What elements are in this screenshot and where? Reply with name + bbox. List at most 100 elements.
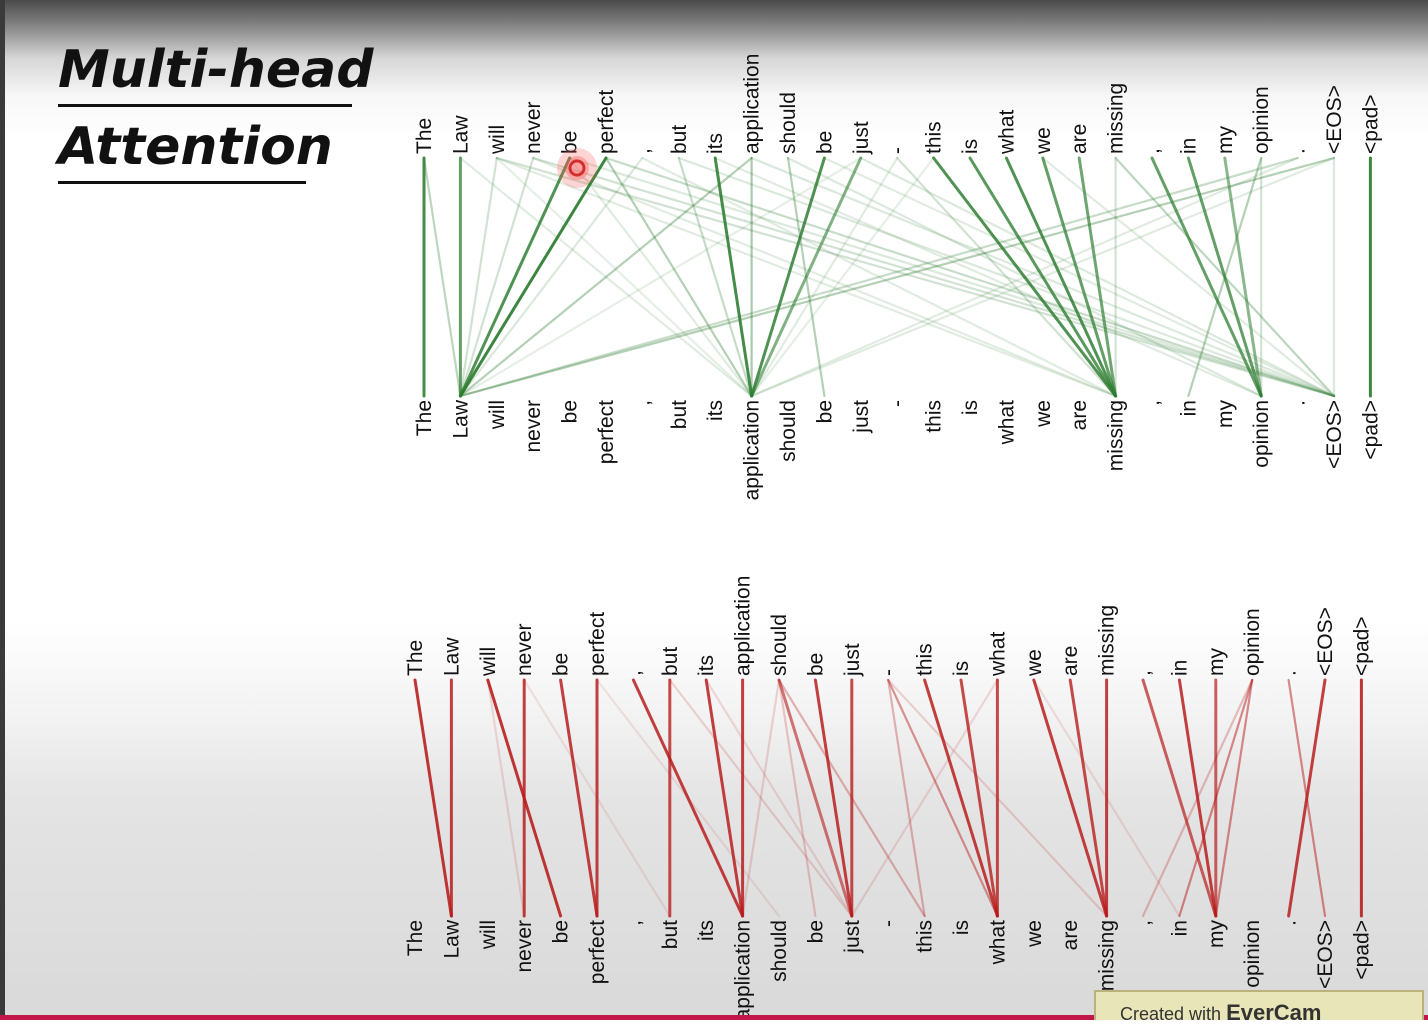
token-label-bottom: we (1032, 400, 1055, 428)
token-label-top: is (950, 661, 973, 676)
token-label-bottom: my (1214, 400, 1237, 428)
head-green-edge (750, 156, 1299, 398)
head-red-edge (1141, 678, 1254, 918)
head-red-edge (595, 678, 781, 918)
head-green-edge (750, 156, 899, 398)
head-red-edge (777, 678, 817, 918)
token-label-top: opinion (1250, 86, 1273, 154)
head-green-edge (1150, 156, 1263, 398)
token-label-top: <pad> (1350, 616, 1373, 676)
token-label-top: <EOS> (1323, 85, 1346, 154)
head-red-edge (704, 678, 745, 918)
token-label-bottom: opinion (1250, 400, 1273, 468)
token-label-bottom: The (404, 920, 427, 956)
token-label-bottom: its (704, 400, 727, 421)
attention-head-green: The Law will never be perfect, but its applicati… (413, 54, 1382, 501)
token-label-top: but (668, 125, 691, 154)
token-label-bottom: Law (449, 399, 472, 438)
token-label-bottom: never (522, 400, 545, 453)
token-label-top: just (841, 643, 864, 677)
token-label-bottom: perfect (595, 400, 618, 464)
token-label-bottom: its (695, 920, 718, 941)
token-label-top: . (1287, 148, 1310, 154)
head-red-edge (1177, 678, 1218, 918)
head-red-edge (887, 678, 999, 918)
token-label-top: are (1059, 646, 1082, 676)
token-label-bottom: <pad> (1359, 400, 1382, 460)
head-red-edge (1032, 678, 1109, 918)
head-red-edge (850, 678, 999, 918)
head-green-edge (1187, 156, 1263, 398)
token-label-bottom: be (550, 920, 573, 943)
token-label-bottom: this (914, 920, 937, 953)
head-green-edge (459, 156, 1299, 398)
head-green-edge (495, 156, 1336, 398)
head-green-edge (750, 156, 1336, 398)
token-label-top: The (404, 640, 427, 676)
token-label-top: is (959, 139, 982, 154)
screen-bottom-bar (0, 1015, 1428, 1020)
token-label-top: its (695, 655, 718, 676)
token-label-top: will (477, 647, 500, 677)
token-label-bottom: will (477, 920, 500, 950)
head-green-edge (1041, 156, 1336, 398)
token-label-bottom: in (1168, 920, 1191, 936)
head-green-edge (459, 156, 753, 398)
token-label-top: be (559, 131, 582, 154)
head-green-edge (459, 156, 753, 398)
head-green-edge (532, 156, 1117, 398)
token-label-bottom: , (1141, 400, 1164, 406)
token-label-top: we (1032, 127, 1055, 155)
head-green-edge (1077, 156, 1118, 398)
head-green-edge (750, 156, 1336, 398)
token-label-bottom: - (877, 920, 900, 927)
token-label-bottom: - (886, 400, 909, 407)
head-green-edge (459, 156, 498, 398)
token-label-top: Law (440, 637, 463, 676)
token-label-top: my (1205, 648, 1228, 676)
head-green-edge (1223, 156, 1263, 398)
head-red-edge (1032, 678, 1181, 918)
token-label-top: never (522, 101, 545, 154)
token-label-bottom: is (950, 920, 973, 935)
head-red-edge (959, 678, 999, 918)
token-label-bottom: , (622, 920, 645, 926)
token-label-top: - (886, 147, 909, 154)
head-red-edge (777, 678, 854, 918)
token-label-top: , (622, 670, 645, 676)
head-green-edge (823, 156, 1336, 398)
token-label-top: never (513, 623, 536, 676)
token-label-top: should (777, 92, 800, 154)
head-green-edge (458, 156, 572, 398)
head-green-edge (495, 156, 1117, 398)
title-underline-2 (58, 181, 306, 184)
token-label-top: be (813, 131, 836, 154)
head-green-edge (1004, 156, 1118, 398)
head-red-edge (1068, 678, 1109, 918)
token-label-top: my (1214, 126, 1237, 154)
token-label-top: this (914, 643, 937, 676)
token-label-top: be (550, 653, 573, 676)
head-red-edge (923, 678, 999, 918)
head-green-edge (532, 156, 1336, 398)
token-label-bottom: , (631, 400, 654, 406)
head-red-edge (559, 678, 599, 918)
token-label-top: missing (1105, 83, 1128, 154)
head-green-edge (896, 156, 1117, 398)
token-label-top: should (768, 614, 791, 676)
head-red-edge (631, 678, 745, 918)
head-green-edge (459, 156, 535, 398)
token-label-top: , (1132, 670, 1155, 676)
token-label-top: . (1278, 670, 1301, 676)
head-red-edge (705, 678, 853, 918)
token-label-bottom: just (850, 400, 873, 434)
token-label-bottom: but (659, 920, 682, 949)
token-label-bottom: . (1278, 920, 1301, 926)
token-label-bottom: be (804, 920, 827, 943)
head-red-edge (1214, 678, 1254, 918)
token-label-top: , (631, 148, 654, 154)
token-label-top: this (923, 121, 946, 154)
head-green-edge (459, 156, 862, 398)
head-green-edge (1041, 156, 1118, 398)
